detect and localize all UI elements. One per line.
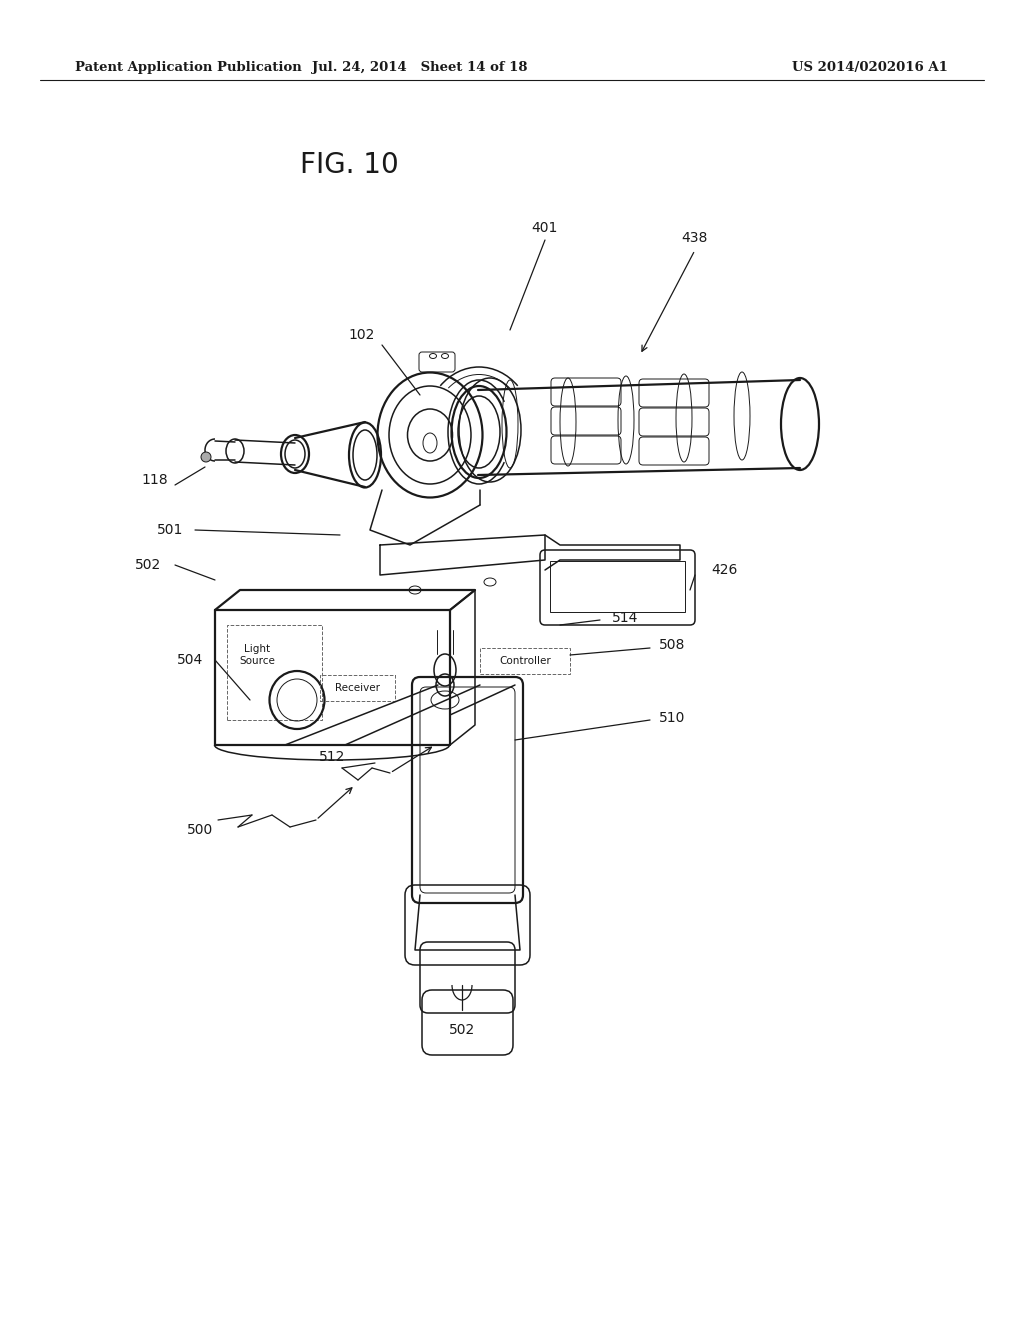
Bar (480, 648, 570, 675)
Text: 401: 401 (531, 220, 558, 235)
Text: FIG. 10: FIG. 10 (300, 150, 398, 180)
Bar (227, 624, 322, 719)
Text: 504: 504 (177, 653, 203, 667)
Text: Controller: Controller (499, 656, 551, 667)
Text: 102: 102 (349, 327, 375, 342)
Text: 510: 510 (658, 711, 685, 725)
Text: Patent Application Publication: Patent Application Publication (75, 62, 302, 74)
Text: 508: 508 (658, 638, 685, 652)
Text: 500: 500 (186, 822, 213, 837)
Text: Receiver: Receiver (335, 682, 380, 693)
Text: 426: 426 (712, 564, 738, 577)
Text: 502: 502 (135, 558, 161, 572)
Text: 512: 512 (318, 750, 345, 764)
Text: Jul. 24, 2014   Sheet 14 of 18: Jul. 24, 2014 Sheet 14 of 18 (312, 62, 527, 74)
Bar (319, 675, 395, 701)
Bar (550, 561, 685, 612)
Text: 514: 514 (611, 611, 638, 624)
Text: 118: 118 (141, 473, 168, 487)
Text: 502: 502 (449, 1023, 475, 1038)
Ellipse shape (201, 451, 211, 462)
Text: Light
Source: Light Source (239, 644, 274, 665)
Text: US 2014/0202016 A1: US 2014/0202016 A1 (792, 62, 948, 74)
Text: 501: 501 (157, 523, 183, 537)
Text: 438: 438 (682, 231, 709, 246)
